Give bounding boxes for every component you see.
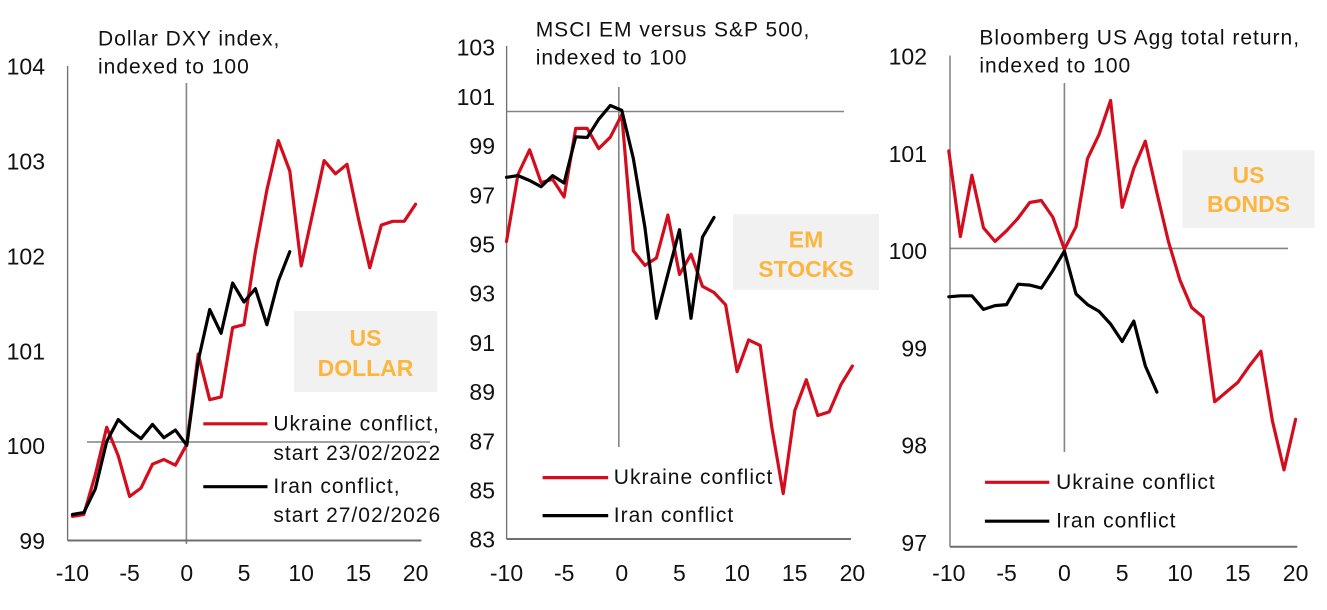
svg-text:91: 91 bbox=[469, 330, 495, 356]
svg-text:20: 20 bbox=[840, 560, 866, 586]
svg-text:indexed to 100: indexed to 100 bbox=[98, 56, 250, 79]
svg-text:101: 101 bbox=[889, 141, 927, 167]
svg-text:15: 15 bbox=[782, 560, 808, 586]
svg-text:101: 101 bbox=[457, 84, 495, 110]
svg-text:-5: -5 bbox=[554, 560, 574, 586]
svg-text:EM: EM bbox=[789, 227, 824, 253]
svg-text:indexed to 100: indexed to 100 bbox=[536, 47, 688, 70]
svg-text:Iran conflict: Iran conflict bbox=[1056, 510, 1176, 533]
svg-text:99: 99 bbox=[469, 133, 495, 159]
svg-text:103: 103 bbox=[457, 35, 495, 61]
svg-text:US: US bbox=[350, 325, 382, 351]
svg-text:10: 10 bbox=[1167, 560, 1193, 586]
svg-text:-5: -5 bbox=[996, 560, 1016, 586]
svg-text:-10: -10 bbox=[490, 560, 523, 586]
svg-text:99: 99 bbox=[901, 335, 927, 361]
svg-text:Ukraine conflict: Ukraine conflict bbox=[1056, 471, 1216, 494]
svg-text:5: 5 bbox=[673, 560, 686, 586]
svg-text:Dollar DXY index,: Dollar DXY index, bbox=[98, 28, 280, 51]
svg-text:-10: -10 bbox=[56, 560, 89, 586]
svg-text:DOLLAR: DOLLAR bbox=[318, 355, 414, 381]
svg-text:85: 85 bbox=[469, 478, 495, 504]
svg-text:BONDS: BONDS bbox=[1207, 191, 1290, 217]
svg-text:Bloomberg US Agg total return,: Bloomberg US Agg total return, bbox=[979, 27, 1300, 50]
svg-text:83: 83 bbox=[469, 527, 495, 553]
svg-text:98: 98 bbox=[901, 433, 927, 459]
svg-text:20: 20 bbox=[1283, 560, 1309, 586]
svg-text:0: 0 bbox=[180, 560, 193, 586]
svg-text:93: 93 bbox=[469, 281, 495, 307]
svg-text:104: 104 bbox=[7, 54, 46, 80]
svg-text:Ukraine conflict,: Ukraine conflict, bbox=[273, 412, 439, 435]
svg-text:87: 87 bbox=[469, 428, 495, 454]
svg-text:102: 102 bbox=[7, 243, 45, 269]
svg-text:indexed to 100: indexed to 100 bbox=[979, 55, 1131, 78]
svg-text:5: 5 bbox=[1116, 560, 1129, 586]
svg-text:start 23/02/2022: start 23/02/2022 bbox=[273, 442, 441, 465]
svg-text:-10: -10 bbox=[932, 560, 965, 586]
svg-text:100: 100 bbox=[7, 433, 45, 459]
svg-text:Iran conflict: Iran conflict bbox=[614, 504, 734, 527]
svg-text:-5: -5 bbox=[119, 560, 139, 586]
svg-text:Ukraine conflict: Ukraine conflict bbox=[614, 466, 774, 489]
svg-text:89: 89 bbox=[469, 379, 495, 405]
svg-text:10: 10 bbox=[288, 560, 314, 586]
svg-text:97: 97 bbox=[901, 530, 927, 556]
svg-text:103: 103 bbox=[7, 149, 45, 175]
svg-text:95: 95 bbox=[469, 232, 495, 258]
svg-text:0: 0 bbox=[615, 560, 628, 586]
svg-text:97: 97 bbox=[469, 182, 495, 208]
svg-text:102: 102 bbox=[889, 44, 927, 70]
svg-text:10: 10 bbox=[724, 560, 750, 586]
svg-text:15: 15 bbox=[346, 560, 372, 586]
svg-text:start 27/02/2026: start 27/02/2026 bbox=[273, 504, 441, 527]
svg-text:101: 101 bbox=[7, 338, 45, 364]
svg-text:99: 99 bbox=[19, 528, 45, 554]
svg-text:US: US bbox=[1233, 162, 1265, 188]
svg-text:0: 0 bbox=[1058, 560, 1071, 586]
svg-text:15: 15 bbox=[1225, 560, 1251, 586]
svg-text:Iran conflict,: Iran conflict, bbox=[273, 475, 400, 498]
svg-text:20: 20 bbox=[403, 560, 429, 586]
svg-text:STOCKS: STOCKS bbox=[758, 256, 853, 282]
svg-text:5: 5 bbox=[238, 560, 251, 586]
svg-text:MSCI EM versus S&P 500,: MSCI EM versus S&P 500, bbox=[536, 19, 811, 42]
svg-text:100: 100 bbox=[889, 238, 927, 264]
